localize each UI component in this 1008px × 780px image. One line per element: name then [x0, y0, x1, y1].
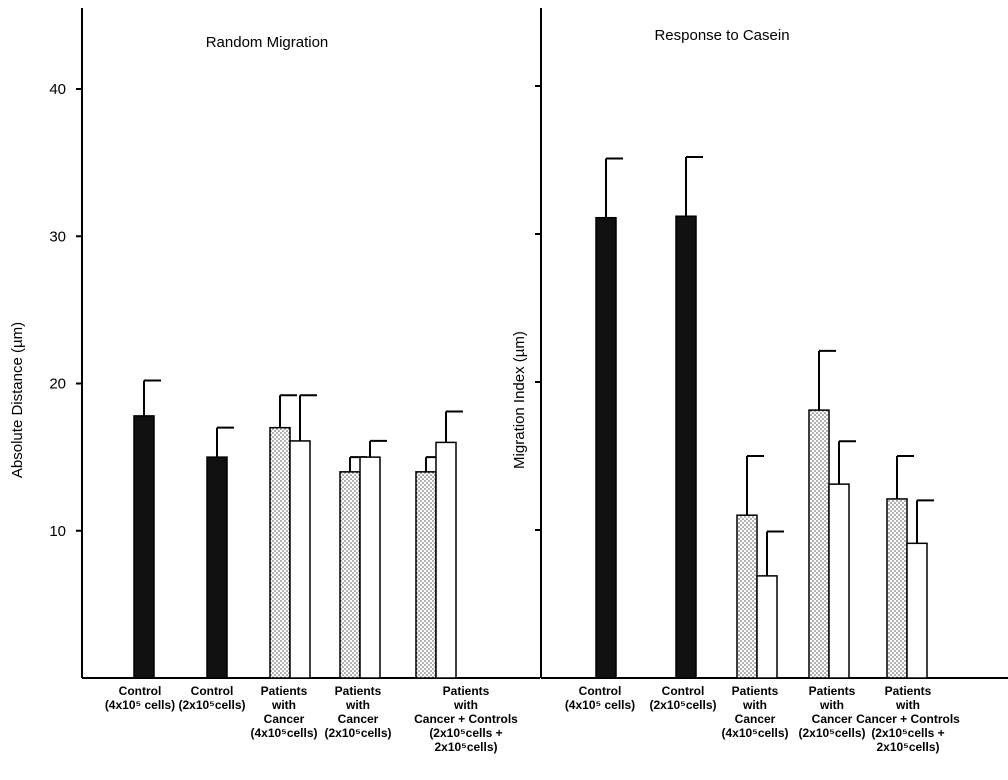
- bar-control: [133, 415, 155, 679]
- y-tick-label: 10: [49, 523, 66, 540]
- category-label-line: (2x10⁵cells): [178, 698, 245, 712]
- category-label-line: (4x10⁵cells): [721, 726, 788, 740]
- category-label-line: Control: [662, 684, 705, 698]
- category-label-line: Patients: [732, 684, 779, 698]
- category-label: Control (2x10⁵cells): [178, 684, 245, 712]
- bar-control: [595, 216, 617, 679]
- y-tick-label: 40: [49, 81, 66, 98]
- category-label: Control (4x10⁵ cells): [565, 684, 635, 712]
- category-label-line: Control: [119, 684, 162, 698]
- bar-control: [206, 456, 228, 679]
- bar-plain: [756, 575, 778, 679]
- category-label-line: Cancer: [812, 712, 853, 726]
- category-label: Patients with Cancer + Controls (2x10⁵cells…: [856, 684, 960, 754]
- y-axis-label: Absolute Distance (µm): [9, 322, 26, 478]
- category-label: Patients with Cancer + Controls (2x10⁵cells…: [414, 684, 518, 754]
- category-label-line: with: [453, 698, 478, 712]
- y-tick-label: 30: [49, 228, 66, 245]
- category-label-line: Cancer: [264, 712, 305, 726]
- bar-plain: [906, 542, 928, 679]
- category-label: Patients with Cancer (4x10⁵cells): [721, 684, 788, 740]
- bar-plain: [828, 483, 850, 679]
- chart-title: Random Migration: [206, 34, 329, 51]
- chart-title: Response to Casein: [654, 27, 789, 44]
- category-label-line: Patients: [443, 684, 490, 698]
- category-label-line: Cancer: [338, 712, 379, 726]
- y-tick-label: 20: [49, 376, 66, 393]
- category-label-line: Patients: [261, 684, 308, 698]
- category-label-line: (4x10⁵ cells): [105, 698, 175, 712]
- category-label-line: Patients: [809, 684, 856, 698]
- category-label-line: with: [345, 698, 370, 712]
- category-label-line: 2x10⁵cells): [876, 740, 939, 754]
- category-label-line: (2x10⁵cells +: [429, 726, 502, 740]
- category-label-line: with: [271, 698, 296, 712]
- random-migration-panel: 10 20 30 40 Random Migration Absolute Distanc…: [9, 8, 540, 754]
- bar-cancer: [415, 471, 437, 679]
- category-label-line: Cancer + Controls: [856, 712, 960, 726]
- bar-cancer: [269, 426, 291, 679]
- category-label: Patients with Cancer (4x10⁵cells): [250, 684, 317, 740]
- bar-plain: [289, 440, 311, 679]
- category-label-line: (2x10⁵cells +: [871, 726, 944, 740]
- bar-cancer: [736, 514, 758, 679]
- category-label: Patients with Cancer (2x10⁵cells): [798, 684, 865, 740]
- category-label-line: Control: [579, 684, 622, 698]
- category-label: Control (4x10⁵ cells): [105, 684, 175, 712]
- category-label-line: (2x10⁵cells): [324, 726, 391, 740]
- category-label-line: Patients: [885, 684, 932, 698]
- category-label-line: with: [895, 698, 920, 712]
- category-label-line: with: [742, 698, 767, 712]
- category-label-line: Cancer: [735, 712, 776, 726]
- category-label-line: (2x10⁵cells): [798, 726, 865, 740]
- category-label: Patients with Cancer (2x10⁵cells): [324, 684, 391, 740]
- category-label-line: Cancer + Controls: [414, 712, 518, 726]
- bar-control: [675, 215, 697, 679]
- y-axis-label: Migration Index (µm): [511, 331, 528, 469]
- bar-cancer: [808, 409, 830, 679]
- category-label-line: (4x10⁵cells): [250, 726, 317, 740]
- bar-cancer: [886, 498, 908, 679]
- category-label: Control (2x10⁵cells): [649, 684, 716, 712]
- casein-response-panel: Response to Casein Migration Index (µm) Co…: [511, 8, 1008, 754]
- category-label-line: (4x10⁵ cells): [565, 698, 635, 712]
- category-label-line: (2x10⁵cells): [649, 698, 716, 712]
- bar-plain: [359, 456, 381, 679]
- bar-plain: [435, 441, 457, 679]
- category-label-line: Control: [191, 684, 234, 698]
- category-label-line: 2x10⁵cells): [434, 740, 497, 754]
- category-label-line: Patients: [335, 684, 382, 698]
- bar-cancer: [339, 471, 361, 679]
- category-label-line: with: [819, 698, 844, 712]
